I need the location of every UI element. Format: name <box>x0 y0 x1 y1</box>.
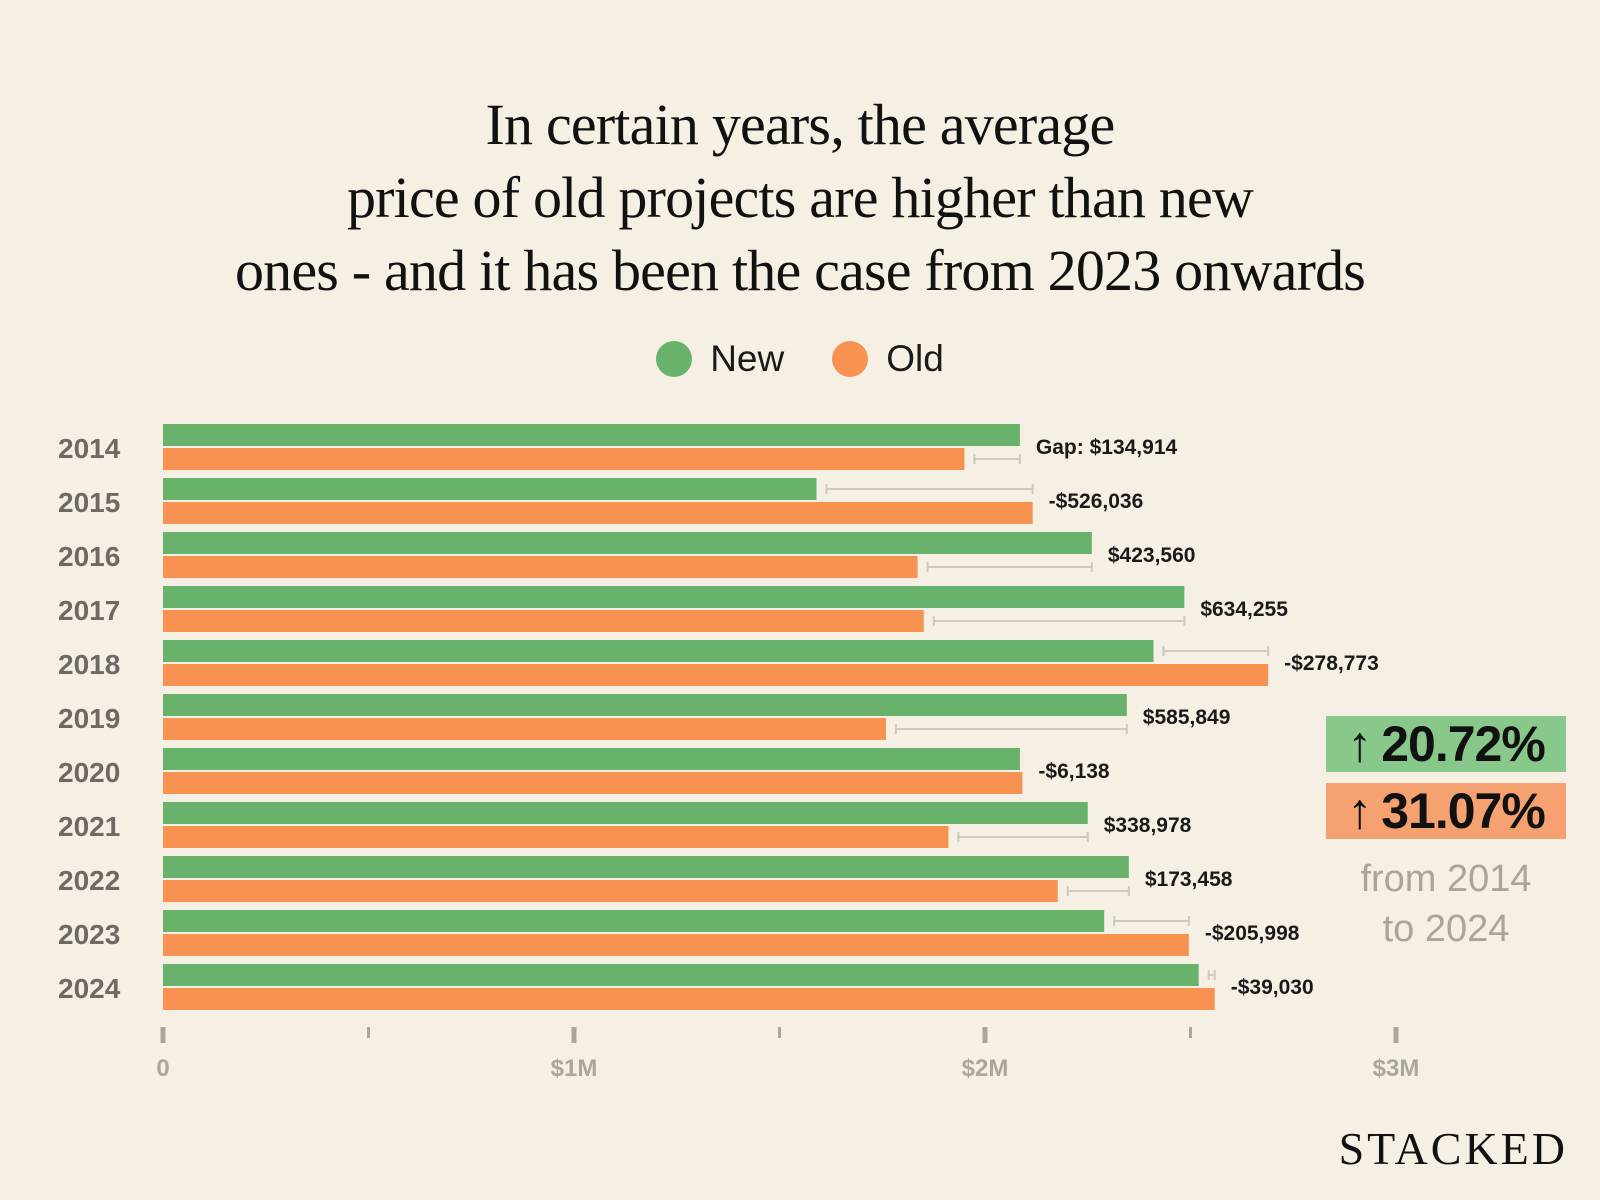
change-period-note: from 2014 to 2024 <box>1326 854 1566 954</box>
bar-new-2019 <box>163 694 1127 716</box>
bar-old-2022 <box>163 880 1058 902</box>
old-change-badge: ↑ 31.07% <box>1326 783 1566 839</box>
up-arrow-icon: ↑ <box>1347 783 1372 839</box>
bar-old-2016 <box>163 556 918 578</box>
x-tick-label-4: $2M <box>962 1055 1009 1082</box>
change-period-line-1: from 2014 <box>1360 858 1532 900</box>
year-label-2023: 2023 <box>58 919 120 950</box>
bar-old-2020 <box>163 772 1023 794</box>
new-change-value: 20.72% <box>1381 716 1546 772</box>
title-line-2: price of old projects are higher than ne… <box>346 165 1254 230</box>
legend-dot-old-icon <box>832 341 869 377</box>
gap-label-2021: $338,978 <box>1104 814 1192 837</box>
bar-old-2019 <box>163 718 886 740</box>
year-label-2020: 2020 <box>58 757 120 788</box>
gap-label-2023: -$205,998 <box>1205 922 1300 945</box>
gap-label-2022: $173,458 <box>1145 868 1233 891</box>
year-label-2024: 2024 <box>58 973 121 1004</box>
bar-new-2018 <box>163 640 1154 662</box>
x-tick-label-2: $1M <box>551 1055 598 1082</box>
legend-label-new: New <box>710 338 785 379</box>
bar-new-2020 <box>163 748 1020 770</box>
new-change-badge: ↑ 20.72% <box>1326 716 1566 772</box>
bar-old-2014 <box>163 448 965 470</box>
brand-logo: STACKED <box>1338 1123 1568 1174</box>
legend-item-new: New <box>656 338 784 380</box>
gap-label-2024: -$39,030 <box>1231 976 1314 999</box>
bar-old-2018 <box>163 664 1269 686</box>
legend-item-old: Old <box>832 338 944 380</box>
gap-label-2019: $585,849 <box>1143 706 1231 729</box>
gap-label-2015: -$526,036 <box>1049 490 1144 513</box>
year-label-2016: 2016 <box>58 541 120 572</box>
change-period-line-2: to 2024 <box>1382 908 1510 950</box>
gap-label-2018: -$278,773 <box>1284 652 1379 675</box>
bar-old-2021 <box>163 826 949 848</box>
gap-label-2017: $634,255 <box>1200 598 1288 621</box>
title-line-1: In certain years, the average <box>485 92 1116 157</box>
year-label-2017: 2017 <box>58 595 120 626</box>
year-label-2014: 2014 <box>58 433 121 464</box>
bar-new-2023 <box>163 910 1105 932</box>
gap-label-2016: $423,560 <box>1108 544 1196 567</box>
bar-new-2022 <box>163 856 1129 878</box>
chart-title: In certain years, the average price of o… <box>0 88 1600 307</box>
up-arrow-icon: ↑ <box>1347 716 1372 772</box>
year-label-2022: 2022 <box>58 865 120 896</box>
gap-label-2020: -$6,138 <box>1038 760 1110 783</box>
bar-new-2024 <box>163 964 1199 986</box>
bar-old-2017 <box>163 610 924 632</box>
bar-new-2015 <box>163 478 817 500</box>
old-change-value: 31.07% <box>1381 783 1546 839</box>
bar-new-2021 <box>163 802 1088 824</box>
bar-new-2014 <box>163 424 1020 446</box>
bar-old-2023 <box>163 934 1189 956</box>
chart-legend: New Old <box>0 338 1600 380</box>
year-label-2019: 2019 <box>58 703 120 734</box>
year-label-2018: 2018 <box>58 649 120 680</box>
legend-label-old: Old <box>886 338 944 379</box>
gap-label-2014: Gap: $134,914 <box>1036 436 1178 459</box>
bar-old-2024 <box>163 988 1215 1010</box>
x-tick-label-6: $3M <box>1373 1055 1420 1082</box>
year-label-2015: 2015 <box>58 487 120 518</box>
bar-new-2017 <box>163 586 1185 608</box>
title-line-3: ones - and it has been the case from 202… <box>234 238 1366 303</box>
year-label-2021: 2021 <box>58 811 120 842</box>
x-tick-label-0: 0 <box>156 1055 169 1082</box>
bar-old-2015 <box>163 502 1033 524</box>
legend-dot-new-icon <box>656 341 693 377</box>
bar-new-2016 <box>163 532 1092 554</box>
